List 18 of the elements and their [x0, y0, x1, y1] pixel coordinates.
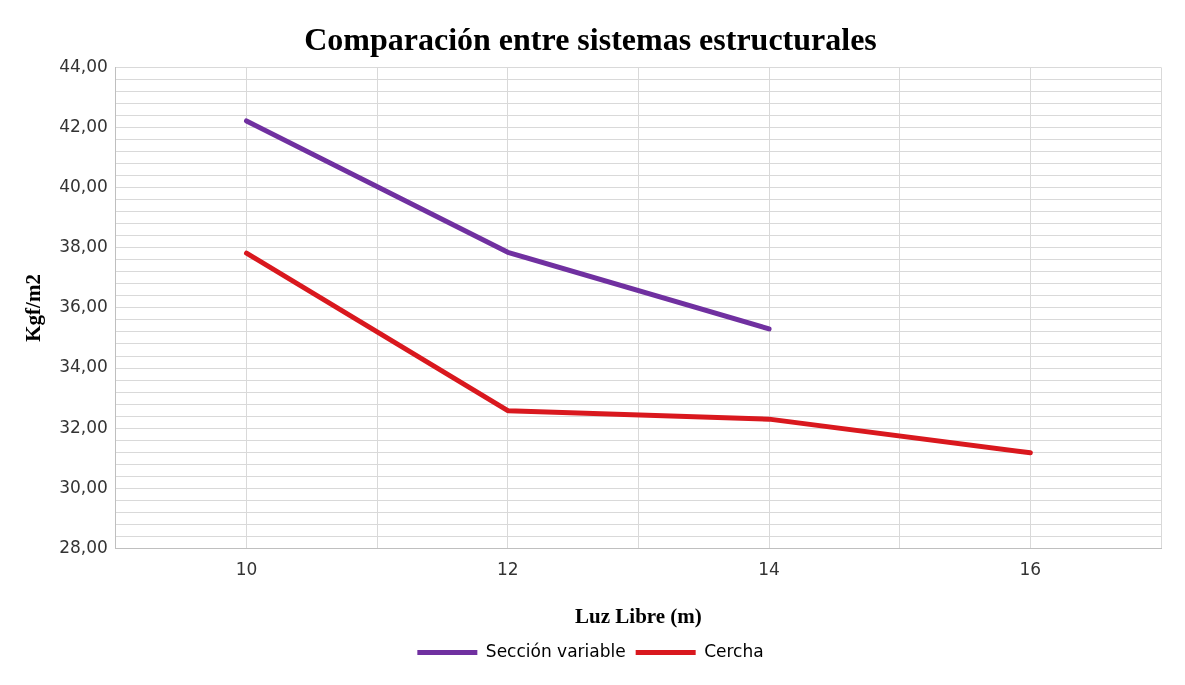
chart-title: Comparación entre sistemas estructurales — [304, 21, 877, 58]
x-axis-title: Luz Libre (m) — [575, 603, 702, 628]
x-tick-label: 12 — [496, 559, 519, 580]
legend-label: Cercha — [704, 640, 764, 661]
x-tick-label: 16 — [1019, 559, 1042, 580]
x-tick-label: 10 — [235, 559, 258, 580]
y-tick-label: 38,00 — [59, 236, 108, 257]
y-tick-label: 28,00 — [59, 536, 108, 557]
y-tick-label: 40,00 — [59, 176, 108, 197]
y-tick-label: 44,00 — [59, 55, 108, 76]
y-tick-label: 36,00 — [59, 296, 108, 317]
y-tick-label: 30,00 — [59, 476, 108, 497]
legend-label: Sección variable — [485, 640, 626, 661]
y-tick-label: 34,00 — [59, 356, 108, 377]
y-axis-title: Kgf/m2 — [21, 274, 46, 342]
x-tick-label: 14 — [758, 559, 780, 580]
y-tick-label: 42,00 — [59, 115, 108, 136]
y-tick-label: 32,00 — [59, 416, 108, 437]
